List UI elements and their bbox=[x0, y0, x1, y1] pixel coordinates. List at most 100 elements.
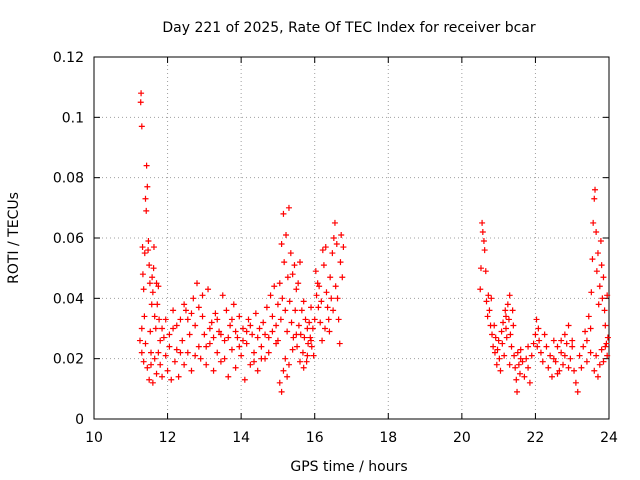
data-point bbox=[521, 373, 528, 380]
data-point bbox=[598, 346, 605, 353]
data-point bbox=[604, 334, 611, 341]
data-point bbox=[145, 247, 152, 254]
data-point bbox=[152, 325, 159, 332]
data-point bbox=[249, 331, 256, 338]
data-point bbox=[153, 370, 160, 377]
data-point bbox=[330, 235, 337, 241]
y-tick-label: 0.04 bbox=[53, 291, 84, 307]
data-point bbox=[598, 262, 605, 269]
data-point bbox=[315, 304, 322, 311]
data-point bbox=[508, 343, 515, 350]
data-point bbox=[571, 367, 578, 374]
data-point bbox=[223, 307, 230, 314]
data-point bbox=[299, 349, 306, 356]
data-point bbox=[541, 331, 548, 338]
data-point bbox=[590, 219, 597, 226]
data-point bbox=[484, 313, 491, 320]
data-point bbox=[593, 352, 600, 359]
data-point bbox=[574, 388, 581, 395]
data-point bbox=[146, 376, 153, 383]
data-point bbox=[221, 355, 228, 362]
data-point bbox=[265, 334, 272, 341]
data-point bbox=[263, 304, 270, 311]
data-point bbox=[493, 361, 500, 368]
data-point bbox=[188, 367, 195, 374]
data-point bbox=[247, 361, 254, 368]
x-tick-label: 12 bbox=[159, 430, 177, 446]
data-point bbox=[157, 337, 164, 344]
data-point bbox=[600, 274, 607, 281]
data-point bbox=[580, 343, 587, 350]
data-point bbox=[166, 331, 173, 338]
data-point bbox=[308, 304, 315, 311]
data-point bbox=[199, 313, 206, 320]
data-point bbox=[561, 352, 568, 359]
data-point bbox=[585, 313, 592, 320]
data-point bbox=[300, 364, 307, 371]
data-point bbox=[506, 292, 513, 299]
data-point bbox=[308, 343, 315, 350]
data-point bbox=[516, 370, 523, 377]
data-point bbox=[514, 349, 521, 356]
data-point bbox=[500, 319, 507, 326]
data-point bbox=[340, 244, 347, 251]
data-point bbox=[267, 292, 274, 299]
data-point bbox=[318, 298, 325, 305]
data-point bbox=[173, 346, 180, 353]
data-point bbox=[483, 298, 490, 305]
data-point bbox=[141, 313, 148, 320]
data-point bbox=[139, 244, 146, 251]
data-point bbox=[480, 238, 487, 245]
data-point bbox=[523, 355, 530, 362]
data-point bbox=[166, 343, 173, 350]
data-point bbox=[138, 90, 145, 97]
data-point bbox=[285, 361, 292, 368]
data-point bbox=[583, 358, 590, 365]
data-point bbox=[145, 238, 152, 245]
data-point bbox=[265, 349, 272, 356]
data-point bbox=[334, 295, 341, 302]
data-point bbox=[594, 373, 601, 380]
data-point bbox=[254, 367, 261, 374]
data-point bbox=[323, 289, 330, 296]
data-point bbox=[477, 265, 484, 272]
data-point bbox=[558, 349, 565, 356]
data-point bbox=[495, 337, 502, 344]
data-point bbox=[227, 322, 234, 329]
data-point bbox=[548, 373, 555, 380]
data-point bbox=[157, 361, 164, 368]
x-tick-label: 14 bbox=[232, 430, 250, 446]
data-point bbox=[258, 355, 265, 362]
data-point bbox=[510, 322, 517, 329]
data-point bbox=[243, 340, 250, 347]
data-point bbox=[543, 343, 550, 350]
data-point bbox=[276, 379, 283, 386]
data-point bbox=[159, 373, 166, 380]
data-point bbox=[593, 268, 600, 275]
data-point bbox=[583, 337, 590, 344]
data-point bbox=[525, 364, 532, 371]
data-point bbox=[481, 247, 488, 254]
data-point bbox=[556, 367, 563, 374]
data-point bbox=[547, 352, 554, 359]
data-point bbox=[201, 331, 208, 338]
y-tick-label: 0.12 bbox=[53, 50, 84, 66]
data-point bbox=[599, 295, 606, 302]
x-tick-label: 18 bbox=[379, 430, 397, 446]
data-point bbox=[336, 340, 343, 347]
data-point bbox=[319, 247, 326, 254]
data-point bbox=[526, 379, 533, 386]
data-point bbox=[311, 316, 318, 323]
data-point bbox=[503, 334, 510, 341]
data-point bbox=[602, 322, 609, 329]
data-point bbox=[208, 319, 215, 326]
data-point bbox=[177, 316, 184, 323]
data-point bbox=[494, 346, 501, 353]
data-point bbox=[593, 228, 600, 235]
y-axis-title: ROTI / TECUs bbox=[6, 192, 22, 284]
data-point bbox=[539, 358, 546, 365]
data-point bbox=[600, 358, 607, 365]
data-point bbox=[232, 328, 239, 335]
data-point bbox=[300, 298, 307, 305]
data-point bbox=[289, 346, 296, 353]
